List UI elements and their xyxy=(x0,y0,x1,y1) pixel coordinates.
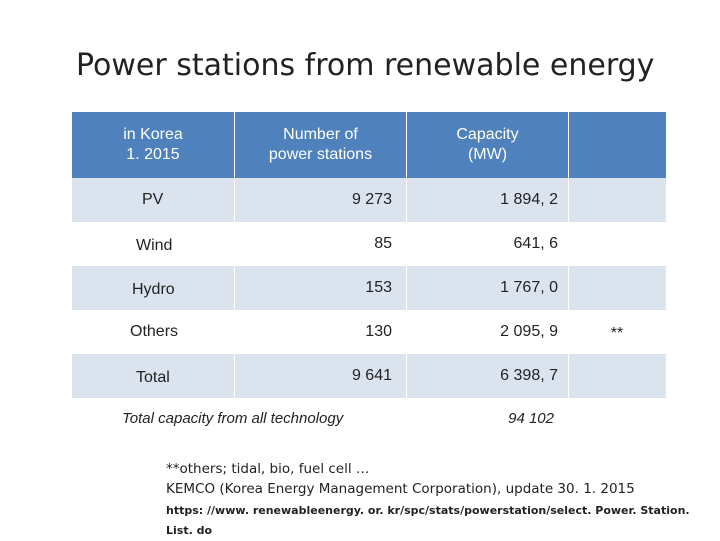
notes: **others; tidal, bio, fuel cell … KEMCO … xyxy=(166,459,720,541)
table-row: PV 9 273 1 894, 2 xyxy=(72,178,666,222)
header-capacity-line1: Capacity xyxy=(456,126,519,143)
row-capacity: 1 767, 0 xyxy=(406,266,568,310)
note-others: **others; tidal, bio, fuel cell … xyxy=(166,461,370,477)
table-row: Others 130 2 095, 9 ** xyxy=(72,310,666,354)
row-capacity: 2 095, 9 xyxy=(406,310,568,354)
table-row: Hydro 153 1 767, 0 xyxy=(72,266,666,310)
row-note: ** xyxy=(568,310,666,354)
row-stations: 9 641 xyxy=(234,354,406,398)
row-note xyxy=(568,354,666,398)
header-stations-line1: Number of xyxy=(283,126,358,143)
header-capacity-line2: (MW) xyxy=(467,146,508,163)
header-stations-line2: power stations xyxy=(268,146,373,163)
footer-label: Total capacity from all technology xyxy=(72,398,406,438)
row-stations: 130 xyxy=(234,310,406,354)
row-note xyxy=(568,178,666,222)
header-blank xyxy=(568,112,666,178)
row-stations: 85 xyxy=(234,222,406,266)
row-name: Hydro xyxy=(72,266,234,310)
header-capacity: Capacity (MW) xyxy=(406,112,568,178)
row-name: Total xyxy=(72,354,234,398)
table-row: Wind 85 641, 6 xyxy=(72,222,666,266)
table-row: Total 9 641 6 398, 7 xyxy=(72,354,666,398)
row-name: PV xyxy=(72,178,234,222)
row-capacity: 1 894, 2 xyxy=(406,178,568,222)
footer-blank xyxy=(568,398,666,438)
header-region-line2: 1. 2015 xyxy=(126,146,180,163)
table-footer-row: Total capacity from all technology 94 10… xyxy=(72,398,666,438)
row-capacity: 6 398, 7 xyxy=(406,354,568,398)
table-header: in Korea 1. 2015 Number of power station… xyxy=(72,112,666,178)
header-region-line1: in Korea xyxy=(123,126,183,143)
footer-value: 94 102 xyxy=(406,398,568,438)
source-url[interactable]: https: //www. renewableenergy. or. kr/sp… xyxy=(166,504,690,537)
page-title: Power stations from renewable energy xyxy=(76,48,655,83)
row-note xyxy=(568,222,666,266)
row-capacity: 641, 6 xyxy=(406,222,568,266)
note-source: KEMCO (Korea Energy Management Corporati… xyxy=(166,481,635,497)
header-region: in Korea 1. 2015 xyxy=(72,112,234,178)
header-stations: Number of power stations xyxy=(234,112,406,178)
row-stations: 9 273 xyxy=(234,178,406,222)
row-name: Wind xyxy=(72,222,234,266)
row-name: Others xyxy=(72,310,234,354)
row-note xyxy=(568,266,666,310)
row-stations: 153 xyxy=(234,266,406,310)
